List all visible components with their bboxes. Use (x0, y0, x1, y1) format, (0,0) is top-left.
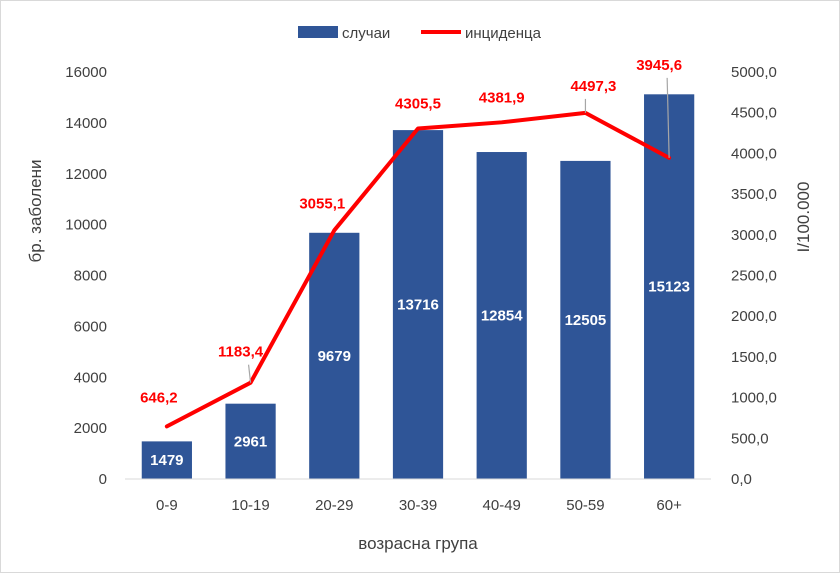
y-tick-label: 14000 (65, 115, 107, 132)
line-data-label: 646,2 (140, 389, 178, 406)
y2-tick-label: 2000,0 (731, 308, 777, 325)
y2-axis-title: I/100.000 (794, 182, 813, 253)
y-tick-label: 4000 (74, 369, 107, 386)
label-leader-line (247, 364, 252, 383)
bar-data-label: 12505 (565, 312, 607, 329)
x-axis-title: возрасна група (358, 534, 478, 553)
y-tick-label: 2000 (74, 420, 107, 437)
line-data-label: 4497,3 (570, 78, 616, 95)
legend-label-line: инциденца (465, 25, 542, 42)
x-tick-label: 0-9 (156, 497, 178, 514)
bar-data-label: 9679 (318, 348, 351, 365)
x-tick-label: 50-59 (566, 497, 604, 514)
line-data-label: 3055,1 (299, 195, 345, 212)
y2-tick-label: 4000,0 (731, 145, 777, 162)
line-data-labels: 646,2 1183,4 3055,1 4305,5 4381,9 4497,3 3945,… (140, 57, 682, 407)
x-tick-label: 10-19 (231, 497, 269, 514)
bar (392, 130, 444, 479)
x-tick-label: 40-49 (483, 497, 521, 514)
y-tick-label: 12000 (65, 166, 107, 183)
y-tick-label: 0 (99, 471, 107, 488)
y-axis-ticks: 0 2000 4000 6000 8000 10000 12000 14000 16000 (65, 64, 107, 488)
bar-data-label: 13716 (397, 297, 439, 314)
x-axis-ticks: 0-9 10-19 20-29 30-39 40-49 50-59 60+ (156, 497, 682, 514)
y-axis-title: бр. заболени (26, 160, 45, 263)
y2-tick-label: 3500,0 (731, 186, 777, 203)
legend-swatch-bars (298, 26, 338, 38)
legend-label-bars: случаи (342, 25, 390, 42)
y2-tick-label: 1500,0 (731, 349, 777, 366)
legend: случаи инциденца (298, 25, 542, 42)
x-tick-label: 60+ (656, 497, 682, 514)
y-tick-label: 6000 (74, 318, 107, 335)
y2-tick-label: 4500,0 (731, 105, 777, 122)
bar-series (141, 94, 695, 480)
line-data-label: 3945,6 (636, 57, 682, 74)
line-data-label: 4381,9 (479, 89, 525, 106)
y2-tick-label: 5000,0 (731, 64, 777, 81)
y2-tick-label: 0,0 (731, 471, 752, 488)
bar-data-label: 1479 (150, 452, 183, 469)
bar (476, 152, 527, 480)
bar (309, 232, 360, 479)
bar-data-labels: 1479 2961 9679 13716 12854 12505 15123 (150, 279, 690, 470)
x-tick-label: 30-39 (399, 497, 437, 514)
label-leader-line (666, 77, 670, 158)
line-data-label: 1183,4 (218, 344, 264, 361)
y2-tick-label: 500,0 (731, 430, 769, 447)
bar (141, 441, 192, 479)
y-tick-label: 10000 (65, 217, 107, 234)
line-data-label: 4305,5 (395, 96, 441, 113)
bar-data-label: 12854 (481, 308, 523, 325)
y-tick-label: 8000 (74, 268, 107, 285)
y-tick-label: 16000 (65, 64, 107, 81)
x-tick-label: 20-29 (315, 497, 353, 514)
y2-tick-label: 3000,0 (731, 227, 777, 244)
y2-tick-label: 2500,0 (731, 268, 777, 285)
bar (560, 160, 611, 480)
bar-data-label: 2961 (234, 433, 267, 450)
y2-tick-label: 1000,0 (731, 390, 777, 407)
bar-data-label: 15123 (648, 279, 690, 296)
bar (225, 403, 276, 479)
y2-axis-ticks: 0,0 500,0 1000,0 1500,0 2000,0 2500,0 3000,0 35… (731, 64, 777, 488)
